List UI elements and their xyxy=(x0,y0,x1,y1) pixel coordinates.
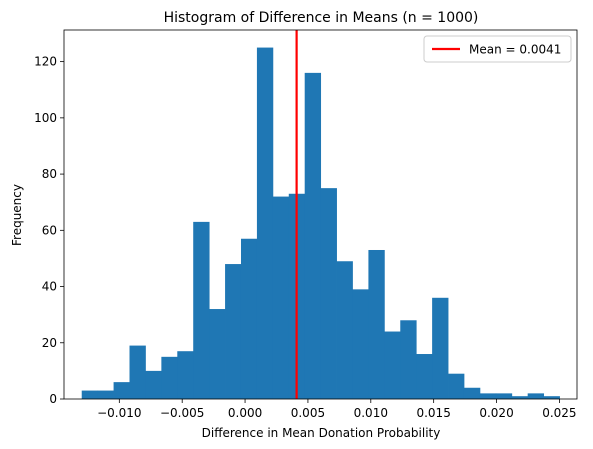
y-tick-label: 0 xyxy=(49,392,57,406)
histogram-bar xyxy=(272,196,290,399)
histogram-bar xyxy=(113,382,130,399)
y-axis-label: Frequency xyxy=(10,184,24,246)
histogram-bar xyxy=(129,345,146,399)
x-tick-label: 0.025 xyxy=(542,406,576,420)
legend-box xyxy=(423,35,572,63)
histogram-bar xyxy=(543,396,560,399)
histogram-bar xyxy=(511,396,529,399)
histogram-bar xyxy=(256,47,274,399)
histogram-bar xyxy=(145,370,162,399)
histogram-bar xyxy=(320,188,337,399)
histogram-bar xyxy=(463,387,481,399)
histogram-bar xyxy=(240,238,258,399)
x-tick-label: −0.010 xyxy=(97,406,141,420)
x-tick-label: 0.015 xyxy=(416,406,450,420)
legend-label: Mean = 0.0041 xyxy=(469,43,561,57)
histogram-bar xyxy=(97,390,114,399)
y-tick-label: 20 xyxy=(42,336,57,350)
histogram-bar xyxy=(495,393,513,399)
histogram-bar xyxy=(193,221,210,399)
histogram-bar xyxy=(400,320,417,399)
x-tick-label: 0.005 xyxy=(291,406,325,420)
histogram-bar xyxy=(352,289,369,399)
histogram-bar xyxy=(432,297,449,399)
histogram-bar xyxy=(81,390,99,399)
histogram-bar xyxy=(479,393,497,399)
histogram-bar xyxy=(448,373,465,399)
histogram-bar xyxy=(416,354,433,399)
x-tick-label: 0.000 xyxy=(228,406,262,420)
histogram-bar xyxy=(161,356,178,399)
histogram-bar xyxy=(368,249,385,399)
axes-frame xyxy=(63,29,578,400)
y-tick-label: 60 xyxy=(42,223,57,237)
x-axis-label: Difference in Mean Donation Probability xyxy=(202,426,441,440)
y-tick-label: 40 xyxy=(42,280,57,294)
y-tick-label: 100 xyxy=(34,111,57,125)
legend: Mean = 0.0041 xyxy=(423,35,572,63)
x-tick-label: 0.020 xyxy=(479,406,513,420)
histogram-bar xyxy=(527,393,545,399)
histogram-bar xyxy=(177,351,194,399)
histogram-bar xyxy=(225,264,242,399)
y-tick-label: 80 xyxy=(42,167,57,181)
y-tick-label: 120 xyxy=(34,55,57,69)
plot-area: −0.010 −0.005 0.000 0.005 0.010 0.015 0.020 0.0… xyxy=(34,29,578,420)
chart-title: Histogram of Difference in Means (n = 10… xyxy=(164,10,479,26)
x-tick-label: 0.010 xyxy=(354,406,388,420)
histogram-bar xyxy=(384,331,401,399)
x-tick-label: −0.005 xyxy=(160,406,204,420)
histogram-bar xyxy=(304,72,322,400)
histogram-bar xyxy=(336,261,353,399)
histogram-bar xyxy=(209,309,226,399)
